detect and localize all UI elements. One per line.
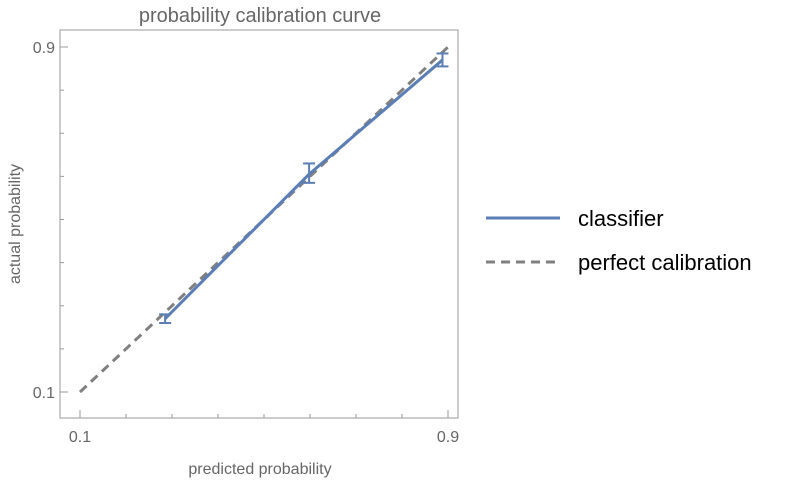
- axis-ticks: [60, 46, 449, 418]
- perfect-calibration-line: [78, 45, 450, 394]
- x-tick-label-max: 0.9: [437, 429, 459, 446]
- legend-label-perfect-calibration: perfect calibration: [578, 250, 752, 275]
- series-layer: [78, 45, 450, 394]
- legend: classifier perfect calibration: [486, 206, 752, 275]
- y-axis-label: actual probability: [7, 164, 24, 284]
- y-tick-label-min: 0.1: [33, 385, 55, 402]
- plot-frame: [59, 29, 459, 419]
- classifier-line: [164, 58, 444, 320]
- x-tick-label-min: 0.1: [69, 429, 91, 446]
- y-tick-label-max: 0.9: [33, 40, 55, 57]
- x-axis-label: predicted probability: [188, 461, 331, 478]
- chart-title: probability calibration curve: [139, 5, 381, 27]
- classifier-error-bar: [436, 52, 449, 68]
- legend-label-classifier: classifier: [578, 206, 664, 231]
- classifier-error-bar: [303, 162, 316, 184]
- classifier-error-bar: [159, 313, 172, 324]
